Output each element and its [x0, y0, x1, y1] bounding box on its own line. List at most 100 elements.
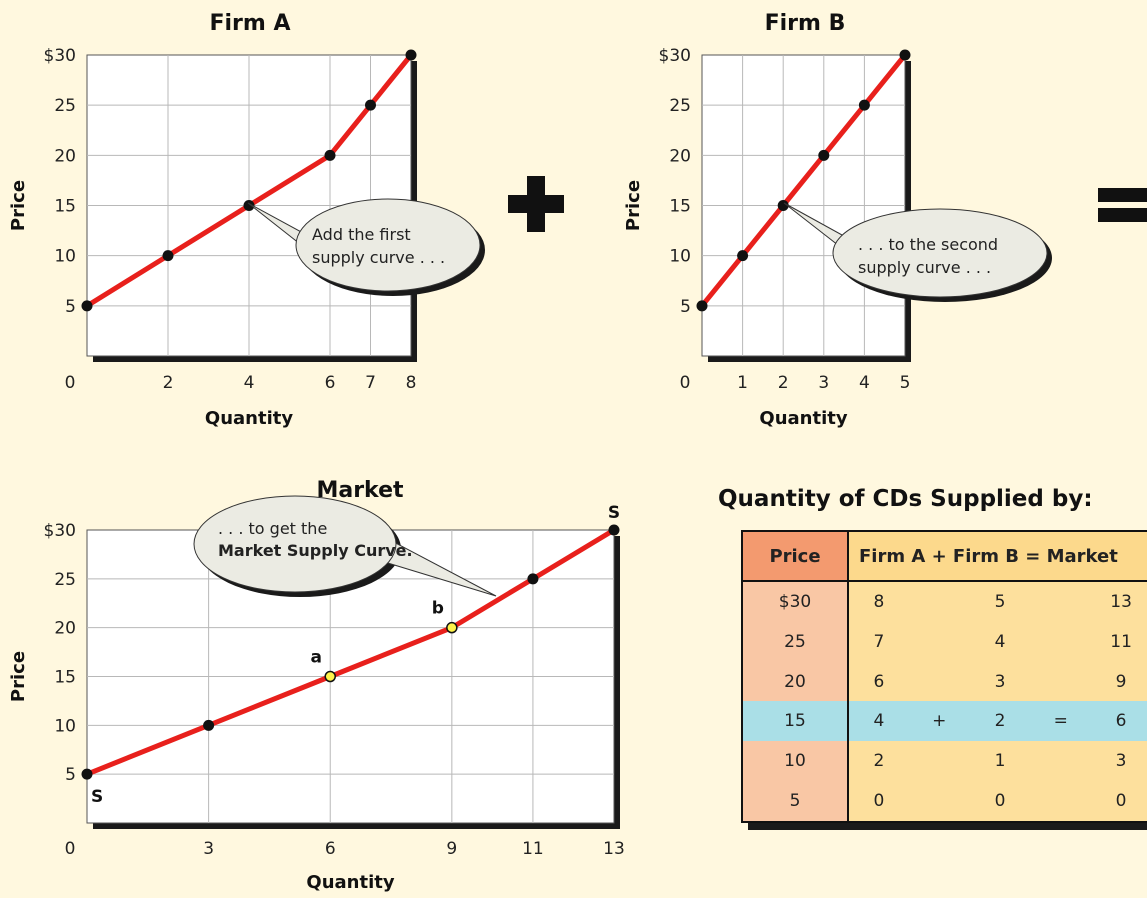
chart1-y-tick-label: 15 — [54, 197, 76, 217]
firm-a-cell: 6 — [848, 661, 909, 702]
chart3-x-tick-label: 6 — [325, 839, 336, 859]
chart1-callout-line-2: supply curve . . . — [312, 248, 445, 267]
chart3-y-tick-label: 25 — [54, 570, 76, 590]
firm-b-cell: 4 — [969, 622, 1031, 662]
firm-a-cell: 4 — [848, 701, 909, 741]
chart3-supply-line — [86, 527, 616, 777]
plus-sign — [508, 176, 564, 232]
chart2-callout-bubble — [832, 208, 1048, 298]
chart3-x-axis-label: Quantity — [306, 872, 394, 893]
chart2-y-tick-label: 25 — [669, 96, 691, 116]
chart2-data-point — [818, 149, 830, 161]
equals-cell — [1030, 661, 1092, 702]
plus-cell — [908, 622, 970, 662]
chart3-y-tick-label: 15 — [54, 668, 76, 688]
table-row: $30 8 5 13 — [742, 581, 1147, 623]
market-cell: 3 — [1091, 740, 1147, 781]
firm-a-cell: 2 — [848, 740, 909, 781]
chart2-callout-seam — [860, 247, 869, 268]
chart1-x-tick-label: 2 — [163, 373, 174, 393]
chart2-y-tick-label: 20 — [669, 146, 691, 166]
chart3-point-label: a — [310, 648, 321, 668]
firm-b-cell: 5 — [969, 581, 1031, 623]
price-cell: 15 — [742, 701, 849, 741]
chart2-title: Firm B — [765, 11, 846, 36]
firm-b-cell: 2 — [969, 701, 1031, 741]
chart2-callout-line-2: supply curve . . . — [858, 258, 991, 277]
equals-cell — [1030, 581, 1092, 623]
header-firms: Firm A + Firm B = Market — [848, 531, 1147, 582]
chart3-y-tick-label: 20 — [54, 619, 76, 639]
table-row: 25 7 4 11 — [742, 622, 1147, 662]
chart2-y-tick-label: 5 — [680, 297, 691, 317]
plus-cell — [908, 581, 970, 623]
firm-a-cell: 8 — [848, 581, 909, 623]
chart1-data-point — [405, 49, 417, 61]
chart3-x-tick-label: 0 — [65, 839, 76, 859]
firm-b-cell: 3 — [969, 661, 1031, 702]
chart2-data-point — [696, 300, 708, 312]
chart1-x-tick-label: 7 — [365, 373, 376, 393]
chart2-x-tick-label: 4 — [859, 373, 870, 393]
equals-cell — [1030, 622, 1092, 662]
chart1-supply-line — [85, 53, 413, 308]
chart3-y-tick-label: 5 — [65, 765, 76, 785]
equals-sign — [1098, 188, 1147, 222]
chart1-y-tick-label: $30 — [44, 46, 76, 66]
chart1-data-point — [162, 250, 174, 262]
chart3-data-point — [527, 573, 539, 585]
chart3-data-point — [608, 524, 620, 536]
firm-b-cell: 1 — [969, 740, 1031, 781]
chart2-y-tick-label: 10 — [669, 247, 691, 267]
chart3-x-tick-label: 11 — [522, 839, 544, 859]
chart3-y-tick-label: 10 — [54, 716, 76, 736]
chart2-x-tick-label: 0 — [680, 373, 691, 393]
chart2-x-tick-label: 3 — [818, 373, 829, 393]
table-row: 15 4 +2 = 6 — [742, 701, 1147, 741]
chart2-x-tick-label: 1 — [737, 373, 748, 393]
firm-b-cell: 0 — [969, 780, 1031, 822]
chart3-x-tick-label: 9 — [446, 839, 457, 859]
chart3-x-tick-label: 3 — [203, 839, 214, 859]
market-cell: 0 — [1091, 780, 1147, 822]
chart3-y-axis-label: Price — [8, 651, 29, 702]
plus-cell — [908, 661, 970, 702]
chart2-x-axis-label: Quantity — [759, 408, 847, 429]
chart3-data-point — [324, 670, 336, 683]
chart3-data-point — [81, 768, 93, 780]
equals-cell — [1030, 780, 1092, 822]
header-price: Price — [742, 531, 849, 582]
price-cell: 25 — [742, 622, 849, 662]
chart3-callout-bubble — [193, 495, 397, 593]
plus-cell — [908, 740, 970, 781]
chart3-curve-label-start: S — [91, 787, 103, 807]
chart2-data-point — [858, 99, 870, 111]
chart3-y-tick-label: $30 — [44, 521, 76, 541]
chart3-point-label: b — [432, 599, 444, 619]
chart2-y-axis-label: Price — [623, 180, 644, 231]
price-cell: 20 — [742, 661, 849, 702]
price-cell: 10 — [742, 740, 849, 781]
market-cell: 13 — [1091, 581, 1147, 623]
chart3-data-point — [203, 719, 215, 731]
chart1-x-tick-label: 8 — [406, 373, 417, 393]
supply-table: Price Firm A + Firm B = Market $30 8 5 13 25… — [741, 530, 1147, 823]
chart1-y-tick-label: 5 — [65, 297, 76, 317]
chart1-x-tick-label: 4 — [244, 373, 255, 393]
table-row: 20 6 3 9 — [742, 661, 1147, 702]
table-title: Quantity of CDs Supplied by: — [718, 486, 1093, 512]
chart3-callout-line-1: . . . to get the — [218, 519, 327, 538]
chart1-x-tick-label: 0 — [65, 373, 76, 393]
table-row: 10 2 1 3 — [742, 740, 1147, 781]
price-cell: 5 — [742, 780, 849, 822]
chart1-callout-bubble — [295, 198, 481, 292]
chart1-data-point — [324, 149, 336, 161]
chart1-callout-seam — [316, 241, 327, 264]
chart1-x-tick-label: 6 — [325, 373, 336, 393]
chart2-supply-line — [700, 53, 907, 308]
firm-a-cell: 0 — [848, 780, 909, 822]
table-body: $30 8 5 13 25 7 4 11 20 6 3 9 15 4 +2 = 6 10 2 1 3 5 0 0 0 — [742, 581, 1147, 822]
equals-cell — [1030, 740, 1092, 781]
chart2-data-point — [899, 49, 911, 61]
